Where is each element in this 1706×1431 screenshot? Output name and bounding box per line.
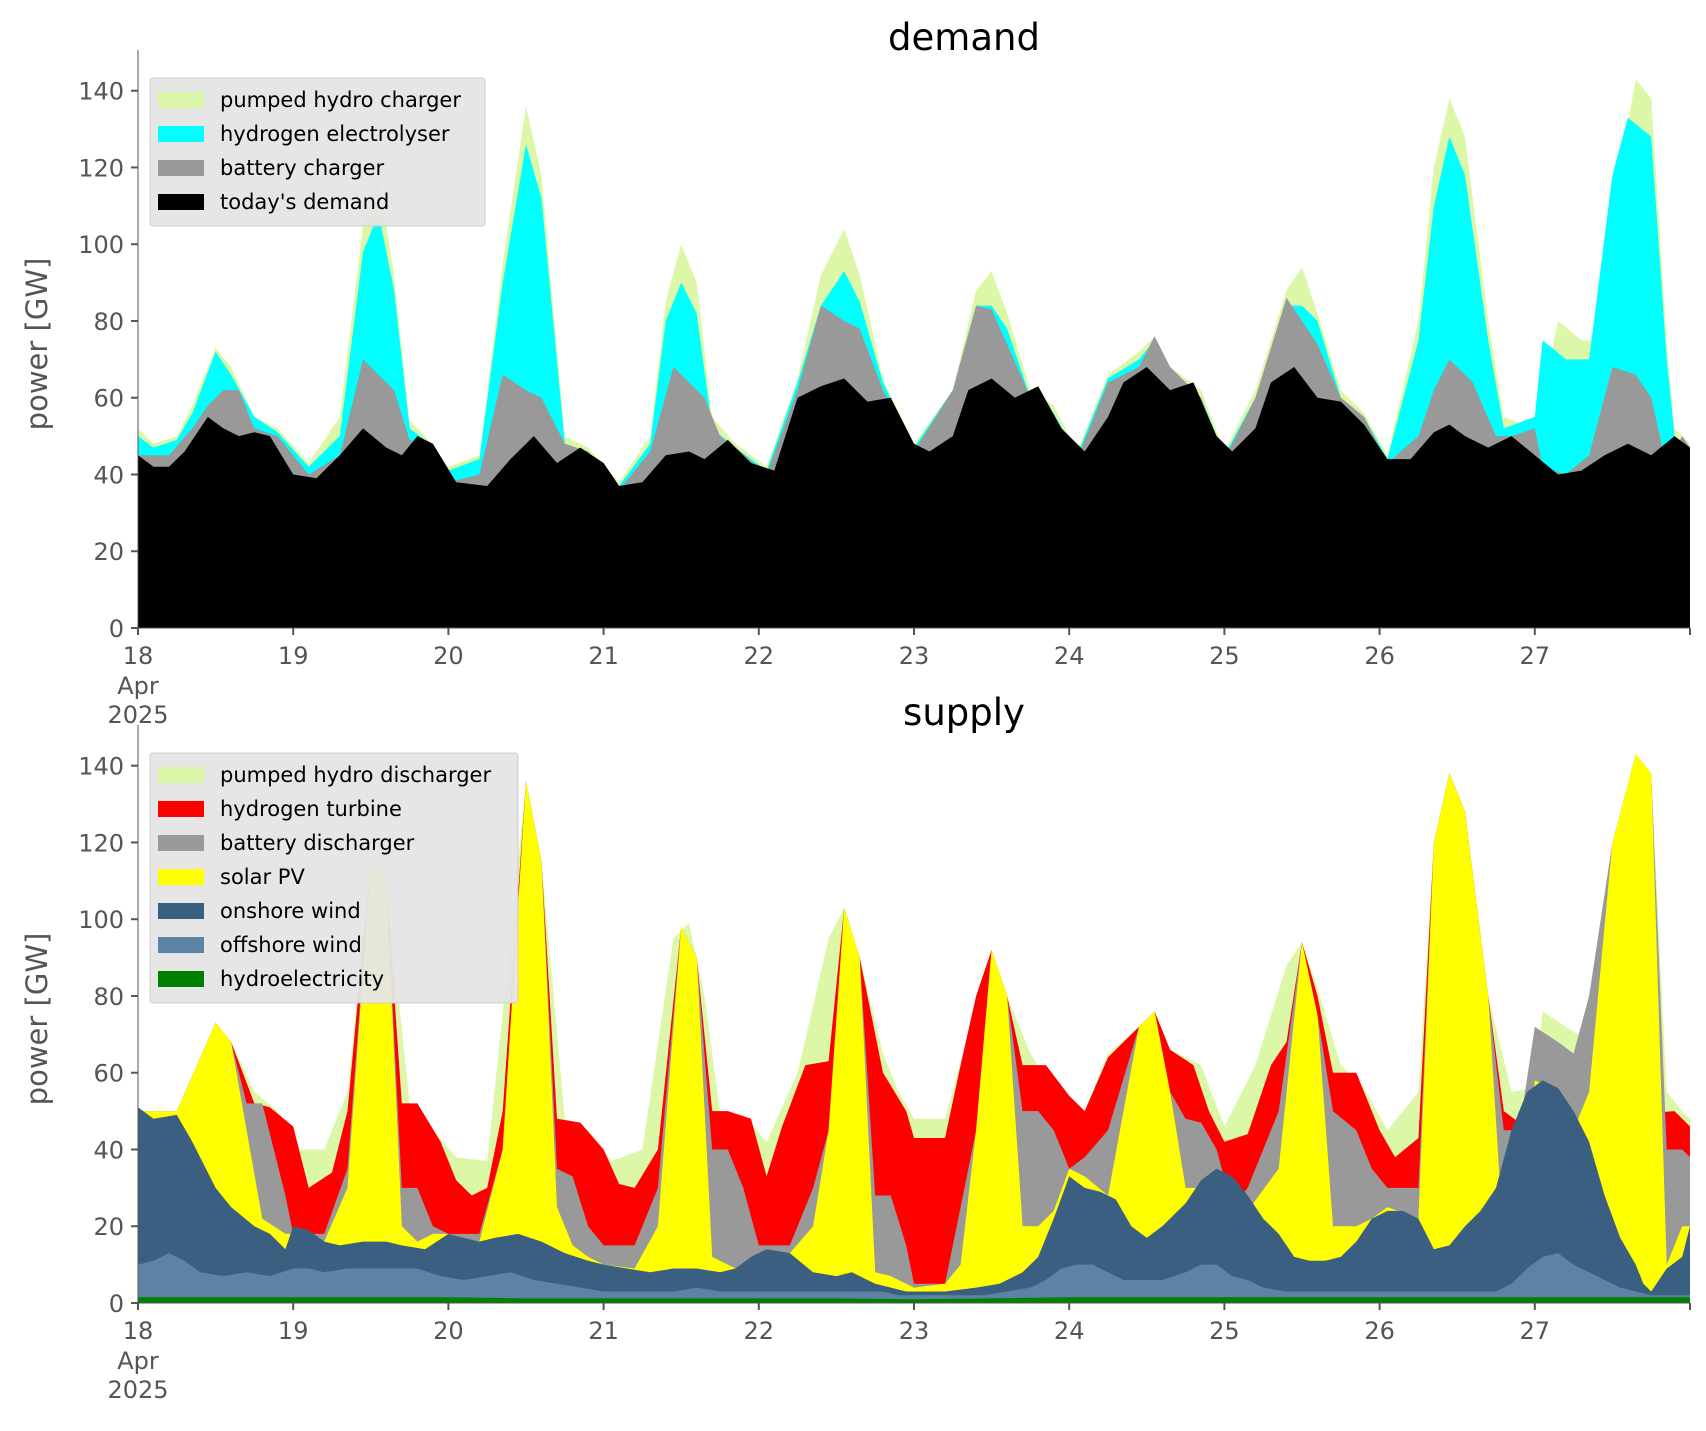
y-tick-label: 140 <box>78 78 124 106</box>
area-offshore-wind <box>138 1253 1690 1303</box>
x-tick-label: 24 <box>1054 642 1085 670</box>
area-onshore-wind <box>138 1080 1690 1303</box>
area-solar-pv <box>138 754 1690 1303</box>
x-tick-label: 21 <box>588 642 619 670</box>
x-tick-label: 20 <box>433 642 464 670</box>
area-layers <box>138 79 1690 628</box>
x-tick-label: 26 <box>1364 1317 1395 1345</box>
x-tick-label: 18 <box>123 1317 154 1345</box>
area-layers <box>138 754 1690 1303</box>
x-tick-label: 19 <box>278 642 309 670</box>
legend-label: pumped hydro charger <box>220 88 461 112</box>
legend-label: battery discharger <box>220 831 415 855</box>
area-hydroelectricity <box>138 1297 1690 1303</box>
demand-title: demand <box>888 16 1040 59</box>
x-tick-label: 20 <box>433 1317 464 1345</box>
x-tick-label: 26 <box>1364 642 1395 670</box>
x-tick-year: 2025 <box>107 701 168 729</box>
legend-swatch <box>158 869 204 885</box>
y-tick-label: 140 <box>78 753 124 781</box>
legend-swatch <box>158 194 204 210</box>
legend: pumped hydro discharger hydrogen turbine b… <box>149 752 519 1004</box>
x-tick-year: 2025 <box>107 1376 168 1404</box>
x-tick-label: 25 <box>1209 1317 1240 1345</box>
supply-panel: supply power [GW] 0 20 40 60 80 100 120 140 18Ap… <box>20 691 1691 1404</box>
legend-swatch <box>158 903 204 919</box>
y-tick-label: 0 <box>109 1290 124 1318</box>
demand-panel: demand power [GW] 0 20 40 60 80 100 120 140 18Ap… <box>20 16 1691 729</box>
legend-swatch <box>158 801 204 817</box>
supply-title: supply <box>903 691 1025 734</box>
x-tick-label: 23 <box>899 1317 930 1345</box>
x-tick-month: Apr <box>117 672 159 700</box>
y-tick-label: 20 <box>93 538 124 566</box>
x-tick-label: 27 <box>1520 1317 1551 1345</box>
legend-label: hydrogen turbine <box>220 797 402 821</box>
x-tick-label: 22 <box>744 1317 775 1345</box>
y-tick-label: 80 <box>93 983 124 1011</box>
legend-swatch <box>158 835 204 851</box>
x-tick-label: 25 <box>1209 642 1240 670</box>
y-tick-label: 120 <box>78 154 124 182</box>
y-tick-label: 60 <box>93 385 124 413</box>
legend-swatch <box>158 767 204 783</box>
y-tick-label: 80 <box>93 308 124 336</box>
legend-box <box>149 752 519 1004</box>
legend-label: hydrogen electrolyser <box>220 122 450 146</box>
x-tick-month: Apr <box>117 1347 159 1375</box>
y-tick-label: 60 <box>93 1060 124 1088</box>
x-tick-label: 24 <box>1054 1317 1085 1345</box>
x-tick-label: 23 <box>899 642 930 670</box>
legend-swatch <box>158 971 204 987</box>
y-tick-label: 120 <box>78 829 124 857</box>
legend-swatch <box>158 92 204 108</box>
legend-label: solar PV <box>220 865 305 889</box>
x-tick-label: 19 <box>278 1317 309 1345</box>
legend: pumped hydro charger hydrogen electrolyse… <box>149 77 486 227</box>
legend-label: battery charger <box>220 156 385 180</box>
y-tick-label: 40 <box>93 461 124 489</box>
legend-label: onshore wind <box>220 899 361 923</box>
x-tick-label: 22 <box>744 642 775 670</box>
y-tick-label: 40 <box>93 1136 124 1164</box>
legend-box <box>149 77 486 227</box>
demand-ylabel: power [GW] <box>20 258 54 431</box>
x-tick-label: 18 <box>123 642 154 670</box>
legend-label: offshore wind <box>220 933 362 957</box>
legend-label: hydroelectricity <box>220 967 384 991</box>
legend-swatch <box>158 126 204 142</box>
y-tick-label: 100 <box>78 906 124 934</box>
legend-swatch <box>158 937 204 953</box>
supply-ylabel: power [GW] <box>20 933 54 1106</box>
legend-label: pumped hydro discharger <box>220 763 491 787</box>
area-today-s-demand <box>138 367 1690 628</box>
x-tick-label: 27 <box>1520 642 1551 670</box>
y-tick-label: 20 <box>93 1213 124 1241</box>
legend-label: today's demand <box>220 190 389 214</box>
y-tick-label: 0 <box>109 615 124 643</box>
y-tick-label: 100 <box>78 231 124 259</box>
legend-swatch <box>158 160 204 176</box>
x-tick-label: 21 <box>588 1317 619 1345</box>
